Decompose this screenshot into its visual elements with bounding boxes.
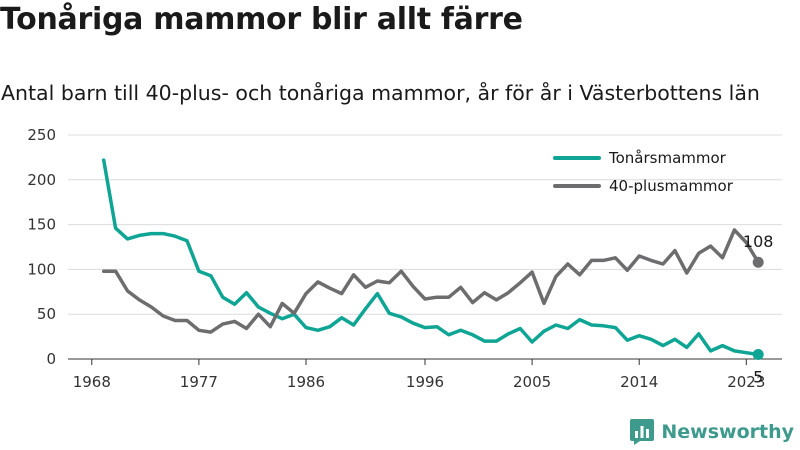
y-tick-label: 100 xyxy=(27,260,56,278)
newsworthy-brand: Newsworthy xyxy=(630,419,794,445)
y-tick-label: 250 xyxy=(27,126,56,144)
series-lines xyxy=(101,158,760,357)
chart-subtitle: Antal barn till 40-plus- och tonåriga ma… xyxy=(1,81,760,105)
x-tick-label: 1986 xyxy=(287,373,325,391)
newsworthy-logo-icon xyxy=(630,419,655,445)
y-tick-label: 0 xyxy=(46,350,56,368)
y-tick-label: 150 xyxy=(27,216,56,234)
series-end-marker xyxy=(752,349,764,361)
y-gridlines xyxy=(68,134,782,315)
series-end-markers: 5 108 xyxy=(743,232,774,386)
series-end-marker xyxy=(752,256,764,268)
x-tick-label: 2023 xyxy=(727,373,765,391)
series-line-40-plusmammor xyxy=(101,228,760,334)
series-end-label: 108 xyxy=(743,232,774,251)
x-tick-label: 1996 xyxy=(406,373,444,391)
x-tick-label: 2005 xyxy=(513,373,551,391)
y-axis-tick-labels: 0 50 100 150 200 250 xyxy=(27,126,56,368)
legend-label: Tonårsmammor xyxy=(608,149,727,167)
x-tick-label: 2014 xyxy=(620,373,658,391)
legend-label: 40-plusmammor xyxy=(609,177,734,195)
chart-legend: Tonårsmammor 40-plusmammor xyxy=(553,149,734,195)
x-tick-label: 1977 xyxy=(180,373,218,391)
brand-name: Newsworthy xyxy=(661,421,794,443)
x-tick-label: 1968 xyxy=(73,373,111,391)
x-axis: 1968 1977 1986 1996 2005 2014 2023 xyxy=(68,358,782,391)
chart-title: Tonåriga mammor blir allt färre xyxy=(0,2,523,37)
y-tick-label: 200 xyxy=(27,171,56,189)
y-tick-label: 50 xyxy=(37,305,56,323)
series-line-tonarsmammor xyxy=(101,158,760,357)
series-end-label: 5 xyxy=(753,368,763,387)
